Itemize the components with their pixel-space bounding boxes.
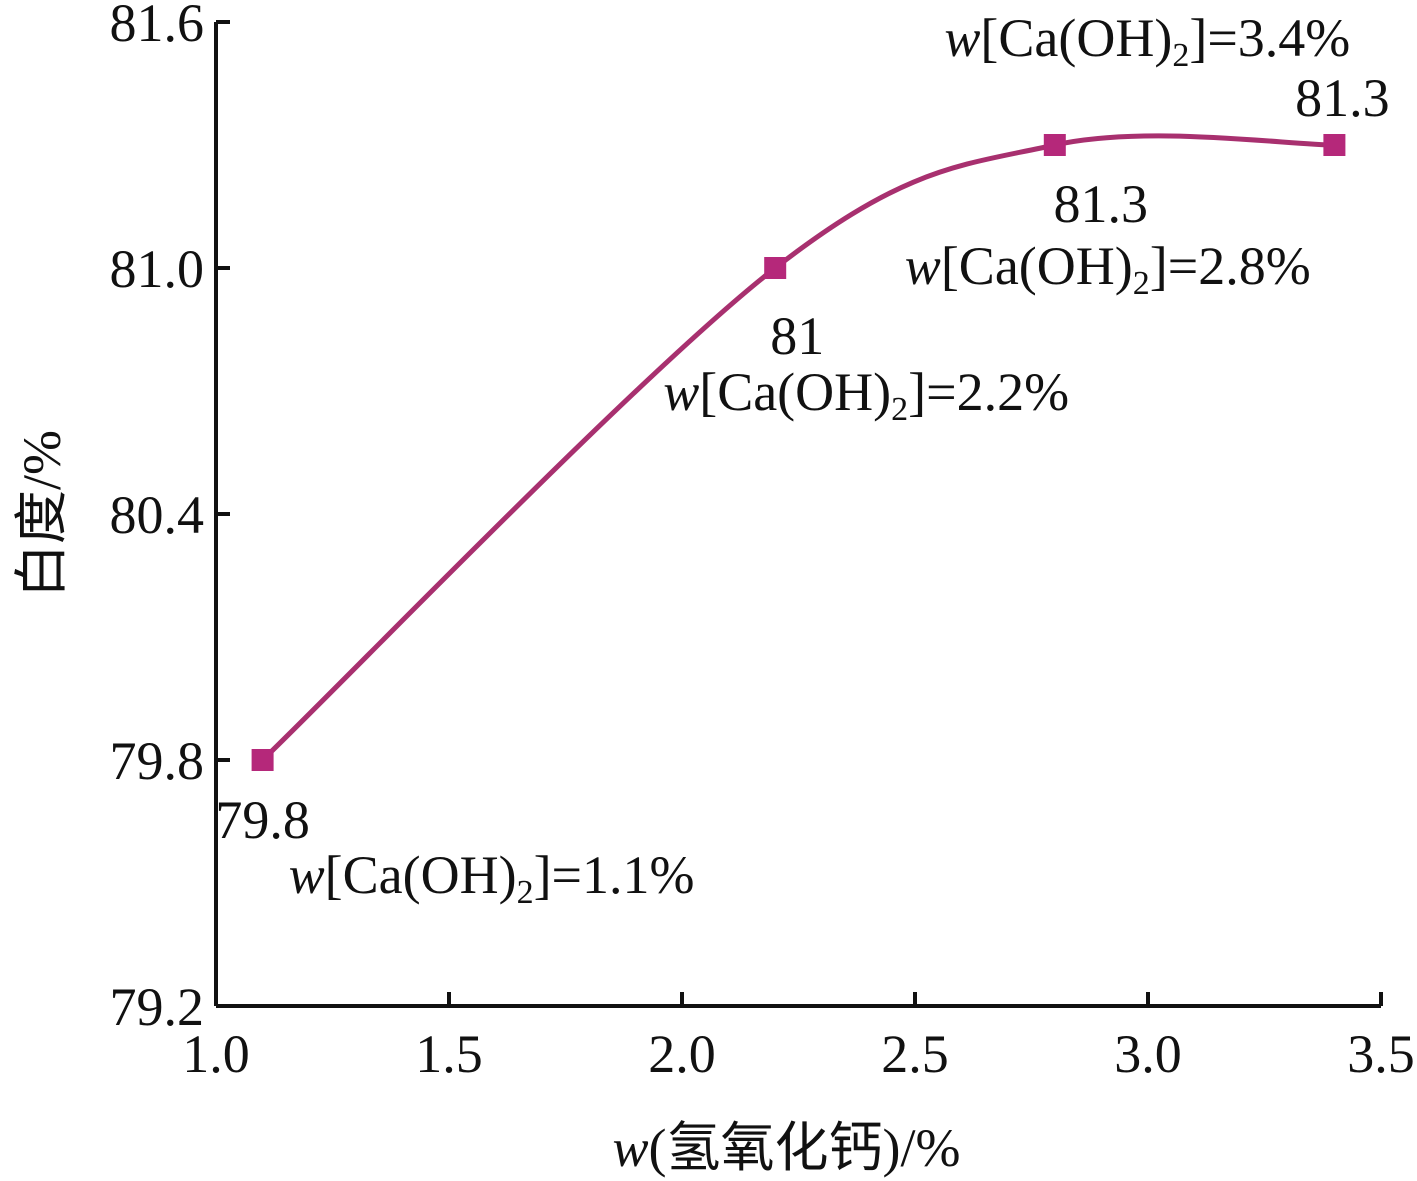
x-tick-label: 3.5 <box>1347 1024 1415 1084</box>
annotation-subscript: 2 <box>517 874 534 911</box>
x-tick-label: 2.5 <box>881 1024 949 1084</box>
label-layer: 79.8w[Ca(OH)2]=1.1%81w[Ca(OH)2]=2.2%81.3… <box>215 8 1389 911</box>
x-axis-title-text: (氢氧化钙)/% <box>649 1118 961 1178</box>
annotation-variable: w <box>944 8 980 68</box>
annotation-subscript: 2 <box>1133 265 1150 302</box>
annotation-subscript: 2 <box>891 391 908 428</box>
point-annotation: w[Ca(OH)2]=3.4% <box>944 8 1350 74</box>
annotation-formula: [Ca(OH) <box>699 362 891 422</box>
data-point-marker <box>1043 134 1066 156</box>
annotation-value: ]=2.2% <box>908 362 1069 422</box>
series-line <box>260 133 1335 762</box>
point-annotation: w[Ca(OH)2]=2.8% <box>905 236 1311 302</box>
curve-layer <box>260 133 1335 762</box>
data-point-marker <box>764 257 787 279</box>
data-point-marker <box>1323 134 1346 156</box>
y-tick-label: 81.6 <box>110 0 205 53</box>
point-annotation: w[Ca(OH)2]=1.1% <box>289 845 695 911</box>
annotation-subscript: 2 <box>1172 37 1189 74</box>
x-tick-label: 2.0 <box>648 1024 716 1084</box>
marker-layer <box>251 134 1346 771</box>
x-tick-label: 1.0 <box>182 1024 250 1084</box>
y-axis-title: 白度/% <box>12 430 72 598</box>
annotation-value: ]=3.4% <box>1189 8 1350 68</box>
annotation-formula: [Ca(OH) <box>325 845 517 905</box>
annotation-value: ]=1.1% <box>534 845 695 905</box>
y-tick-label: 79.8 <box>110 731 205 791</box>
data-value-label: 79.8 <box>215 790 310 850</box>
x-tick-label: 3.0 <box>1114 1024 1182 1084</box>
x-axis-title: w(氢氧化钙)/% <box>613 1118 961 1178</box>
y-tick-label: 80.4 <box>110 485 205 545</box>
annotation-variable: w <box>289 845 325 905</box>
data-value-label: 81.3 <box>1054 174 1149 234</box>
annotation-value: ]=2.8% <box>1150 236 1311 296</box>
y-tick-label: 81.0 <box>110 239 205 299</box>
x-tick-label: 1.5 <box>415 1024 483 1084</box>
axes: 79.279.880.481.081.61.0 1.5 2.0 2.5 3.0 3.5w(… <box>12 0 1415 1178</box>
annotation-variable: w <box>663 362 699 422</box>
data-value-label: 81 <box>770 306 824 366</box>
annotation-formula: [Ca(OH) <box>980 8 1172 68</box>
annotation-formula: [Ca(OH) <box>941 236 1133 296</box>
point-annotation: w[Ca(OH)2]=2.2% <box>663 362 1069 428</box>
x-axis-title-variable: w <box>613 1118 649 1178</box>
data-value-label: 81.3 <box>1295 68 1390 128</box>
y-tick-label: 79.2 <box>110 977 205 1037</box>
data-point-marker <box>251 749 274 771</box>
annotation-variable: w <box>905 236 941 296</box>
